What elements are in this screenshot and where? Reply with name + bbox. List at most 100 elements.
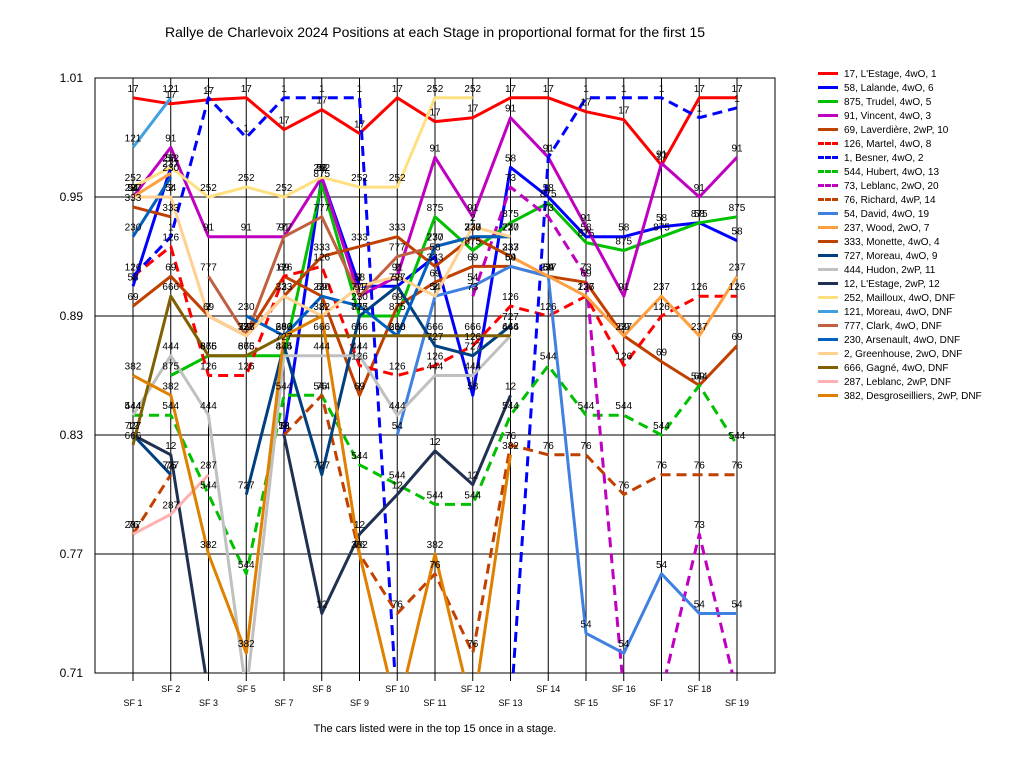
point-label: 17 bbox=[392, 84, 404, 95]
point-label: 69 bbox=[429, 268, 441, 279]
x-tick-label: SF 15 bbox=[574, 698, 598, 708]
chart-footnote: The cars listed were in the top 15 once … bbox=[313, 723, 557, 735]
legend-swatch bbox=[818, 282, 838, 285]
legend-item: 777, Clark, 4wO, DNF bbox=[818, 322, 1018, 336]
point-label: 1 bbox=[734, 94, 740, 105]
point-label: 333 bbox=[125, 193, 142, 204]
x-tick-label: SF 8 bbox=[312, 684, 331, 694]
x-tick-label: SF 16 bbox=[612, 684, 636, 694]
legend-swatch bbox=[818, 184, 838, 187]
y-tick-label: 0.77 bbox=[60, 547, 84, 561]
point-label: 69 bbox=[354, 381, 366, 392]
point-label: 666 bbox=[162, 282, 179, 293]
point-label: 91 bbox=[278, 223, 290, 234]
point-label: 230 bbox=[276, 322, 293, 333]
point-label: 54 bbox=[580, 619, 592, 630]
point-label: 544 bbox=[502, 401, 519, 412]
point-label: 1 bbox=[696, 104, 702, 115]
point-label: 91 bbox=[241, 223, 253, 234]
point-label: 875 bbox=[389, 302, 406, 313]
point-label: 666 bbox=[313, 322, 330, 333]
series-line bbox=[132, 205, 512, 337]
point-label: 69 bbox=[505, 252, 517, 263]
legend-label: 777, Clark, 4wO, DNF bbox=[844, 321, 942, 332]
point-label: 17 bbox=[165, 90, 177, 101]
point-label: 17 bbox=[543, 84, 555, 95]
point-label: 17 bbox=[618, 106, 630, 117]
point-label: 17 bbox=[278, 116, 290, 127]
x-tick-label: SF 5 bbox=[237, 684, 256, 694]
legend-swatch bbox=[818, 72, 838, 75]
point-label: 12 bbox=[278, 421, 290, 432]
point-label: 58 bbox=[543, 183, 555, 194]
point-label: 252 bbox=[427, 84, 444, 95]
point-labels: 17 17 17 17 17 17 17 17 17 17 17 17 17 17 17 17 17 58 58 58… bbox=[125, 84, 746, 650]
point-label: 875 bbox=[200, 342, 217, 353]
point-label: 2 bbox=[470, 213, 476, 224]
legend-swatch bbox=[818, 142, 838, 145]
point-label: 333 bbox=[464, 223, 481, 234]
point-label: 73 bbox=[543, 203, 555, 214]
legend-label: 69, Laverdière, 2wP, 10 bbox=[844, 125, 949, 136]
point-label: 12 bbox=[392, 481, 404, 492]
legend-label: 727, Moreau, 4wO, 9 bbox=[844, 251, 938, 262]
point-label: 91 bbox=[165, 133, 177, 144]
legend-label: 58, Lalande, 4wO, 6 bbox=[844, 83, 934, 94]
point-label: 2 bbox=[206, 302, 212, 313]
point-label: 230 bbox=[464, 223, 481, 234]
legend-label: 666, Gagné, 4wO, DNF bbox=[844, 363, 949, 374]
point-label: 252 bbox=[200, 183, 217, 194]
point-label: 69 bbox=[543, 262, 555, 273]
point-label: 69 bbox=[731, 332, 743, 343]
point-label: 252 bbox=[313, 163, 330, 174]
point-label: 333 bbox=[351, 233, 368, 244]
point-label: 126 bbox=[313, 252, 330, 263]
point-label: 76 bbox=[316, 381, 328, 392]
point-label: 237 bbox=[615, 322, 632, 333]
point-label: 237 bbox=[125, 183, 142, 194]
point-label: 237 bbox=[578, 282, 595, 293]
point-label: 126 bbox=[389, 362, 406, 373]
point-label: 444 bbox=[162, 342, 179, 353]
point-label: 69 bbox=[316, 282, 328, 293]
point-label: 875 bbox=[238, 342, 255, 353]
point-label: 727 bbox=[464, 342, 481, 353]
legend-swatch bbox=[818, 394, 838, 397]
point-label: 777 bbox=[389, 243, 406, 254]
point-label: 875 bbox=[464, 237, 481, 248]
point-label: 727 bbox=[502, 312, 519, 323]
point-label: 73 bbox=[580, 262, 592, 273]
legend-item: 1, Besner, 4wO, 2 bbox=[818, 154, 1018, 168]
point-label: 666 bbox=[351, 322, 368, 333]
point-label: 544 bbox=[578, 401, 595, 412]
point-label: 230 bbox=[351, 292, 368, 303]
point-label: 666 bbox=[125, 431, 142, 442]
point-label: 91 bbox=[656, 149, 668, 160]
point-label: 69 bbox=[618, 322, 630, 333]
point-label: 17 bbox=[467, 104, 479, 115]
point-label: 237 bbox=[653, 282, 670, 293]
point-label: 544 bbox=[351, 451, 368, 462]
point-label: 444 bbox=[389, 401, 406, 412]
point-label: 544 bbox=[427, 490, 444, 501]
point-label: 875 bbox=[313, 169, 330, 180]
point-label: 126 bbox=[276, 262, 293, 273]
legend-swatch bbox=[818, 352, 838, 355]
point-label: 91 bbox=[354, 282, 366, 293]
point-label: 333 bbox=[238, 322, 255, 333]
point-label: 2 bbox=[394, 262, 400, 273]
series-line bbox=[132, 96, 737, 167]
legend-swatch bbox=[818, 86, 838, 89]
point-label: 2 bbox=[168, 183, 174, 194]
series-line bbox=[131, 294, 511, 446]
legend-label: 544, Hubert, 4wO, 13 bbox=[844, 167, 940, 178]
x-tick-label: SF 1 bbox=[123, 698, 142, 708]
legend-swatch bbox=[818, 338, 838, 341]
point-label: 875 bbox=[578, 229, 595, 240]
legend-item: 666, Gagné, 4wO, DNF bbox=[818, 364, 1018, 378]
point-label: 1 bbox=[168, 223, 174, 234]
point-label: 58 bbox=[278, 421, 290, 432]
point-label: 544 bbox=[125, 401, 142, 412]
point-label: 69 bbox=[656, 348, 668, 359]
x-tick-label: SF 10 bbox=[385, 684, 409, 694]
